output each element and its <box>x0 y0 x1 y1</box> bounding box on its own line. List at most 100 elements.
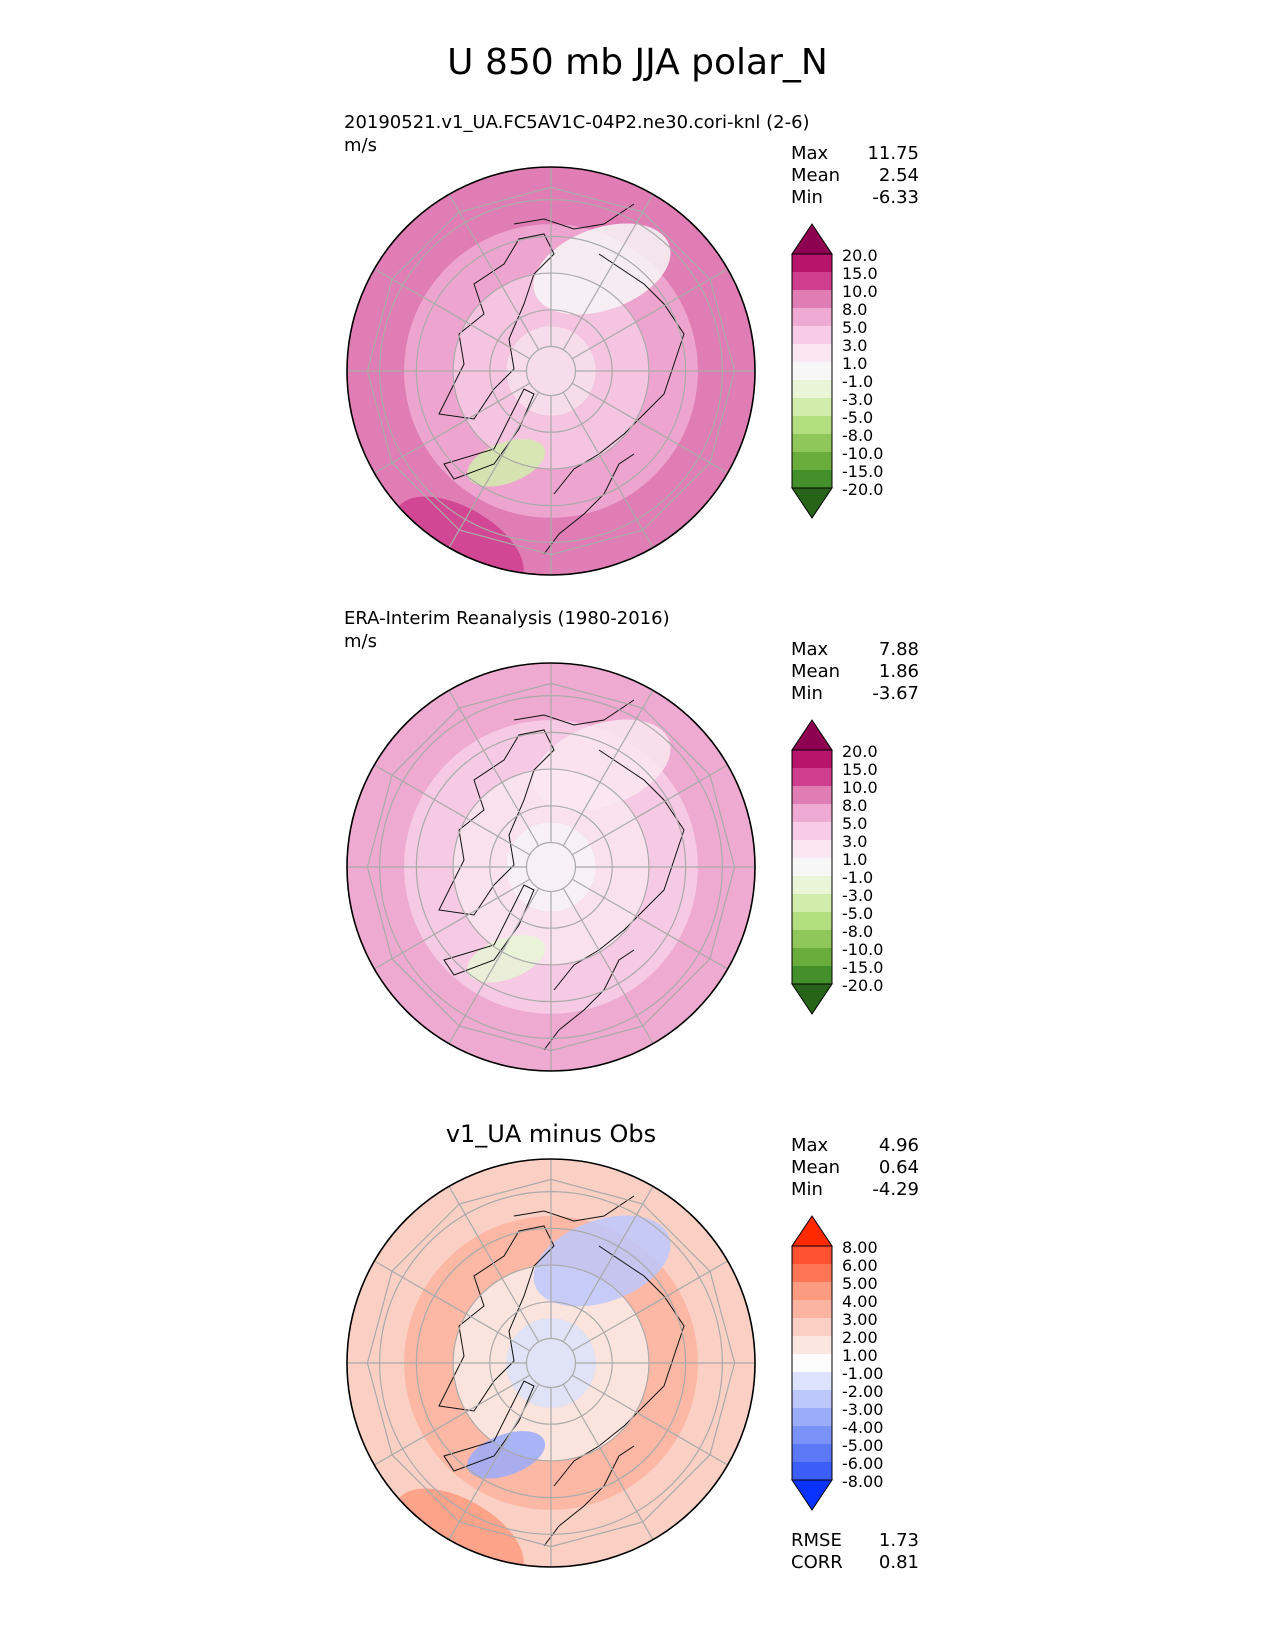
coastline-pacific <box>513 699 635 726</box>
coastline-north-america <box>438 729 555 916</box>
colorbar-extend-bottom <box>791 983 833 1015</box>
panel-1-units: m/s <box>344 135 377 156</box>
colorbar-tick-label: -4.00 <box>842 1418 884 1437</box>
colorbar-tick-label: -3.0 <box>842 390 874 409</box>
colorbar-segment <box>792 1354 832 1372</box>
colorbar-tick-label: 5.00 <box>842 1274 878 1293</box>
field-contour-band <box>506 326 596 416</box>
stat-min: Min -3.67 <box>791 683 919 704</box>
colorbar-tick-label: -20.0 <box>842 976 884 995</box>
coastline-eurasia <box>553 749 685 991</box>
latitude-ring <box>366 1178 736 1548</box>
colorbar-tick-label: 1.0 <box>842 354 868 373</box>
panel-1-heading: 20190521.v1_UA.FC5AV1C-04P2.ne30.cori-kn… <box>344 112 810 133</box>
colorbar-segment <box>792 434 832 452</box>
colorbar-tick-label: -8.0 <box>842 922 874 941</box>
coastlines <box>438 699 685 1051</box>
field-contour-band <box>533 1215 671 1307</box>
colorbar-segment <box>792 822 832 840</box>
colorbar-tick-label: 10.0 <box>842 778 878 797</box>
colorbar-tick-label: -1.00 <box>842 1364 884 1383</box>
meridian-line <box>562 887 654 1044</box>
colorbar-segment <box>792 254 832 272</box>
colorbar-tick-label: -5.0 <box>842 904 874 923</box>
meridian-line <box>374 1374 531 1466</box>
graticule <box>347 167 755 575</box>
colorbar-tick-label: 8.00 <box>842 1238 878 1257</box>
colorbar-segment <box>792 290 832 308</box>
coastline-pacific <box>513 1195 635 1222</box>
colorbar-tick-label: -5.0 <box>842 408 874 427</box>
colorbar-segment <box>792 786 832 804</box>
colorbar-segment <box>792 804 832 822</box>
colorbar-segment <box>792 1372 832 1390</box>
stat-corr: CORR 0.81 <box>791 1552 919 1573</box>
graticule <box>347 1159 755 1567</box>
colorbar-segment <box>792 858 832 876</box>
colorbar-tick-label: 15.0 <box>842 760 878 779</box>
stat-max: Max 7.88 <box>791 639 919 660</box>
latitude-ring <box>366 186 736 556</box>
colorbar-tick-label: -15.0 <box>842 958 884 977</box>
field-contour-band <box>453 273 649 469</box>
graticule <box>347 663 755 1071</box>
colorbar-tick-label: 5.0 <box>842 814 868 833</box>
colorbar-segment <box>792 966 832 984</box>
colorbar-tick-label: -20.0 <box>842 480 884 499</box>
colorbar-segment <box>792 308 832 326</box>
colorbar-segment <box>792 362 832 380</box>
stat-mean: Mean 0.64 <box>791 1157 919 1178</box>
colorbar-segment <box>792 1318 832 1336</box>
colorbar-extend-bottom <box>791 487 833 519</box>
colorbar-segment <box>792 398 832 416</box>
meridian-line <box>448 887 540 1044</box>
colorbar-segment <box>792 1300 832 1318</box>
colorbar-extend-bottom <box>791 1479 833 1511</box>
figure-title: U 850 mb JJA polar_N <box>447 42 828 83</box>
field-contour-band <box>453 769 649 965</box>
colorbar-segment <box>792 930 832 948</box>
colorbar-tick-label: -5.00 <box>842 1436 884 1455</box>
meridian-line <box>562 1186 654 1343</box>
panel-3-heading: v1_UA minus Obs <box>445 1120 657 1148</box>
meridian-line <box>448 194 540 351</box>
meridian-line <box>571 1260 728 1352</box>
coastline-europe <box>543 453 635 555</box>
colorbar-extend-top <box>791 719 833 751</box>
colorbar-frame <box>791 253 833 489</box>
colorbar-segment <box>792 1246 832 1264</box>
colorbar-tick-label: -10.0 <box>842 940 884 959</box>
latitude-ring <box>366 682 736 1052</box>
colorbar-segment <box>792 452 832 470</box>
map-boundary <box>346 166 756 576</box>
colorbar-segment <box>792 1426 832 1444</box>
latitude-circle <box>525 1337 577 1389</box>
panel-2-units: m/s <box>344 631 377 652</box>
meridian-line <box>374 1260 531 1352</box>
panel-3-error-stats: RMSE 1.73 CORR 0.81 <box>791 1530 919 1574</box>
colorbar-tick-label: -6.00 <box>842 1454 884 1473</box>
colorbar-segment <box>792 1282 832 1300</box>
colorbar-tick-label: 2.00 <box>842 1328 878 1347</box>
colorbar-tick-label: 20.0 <box>842 246 878 265</box>
panel-3-colorbar <box>791 1215 833 1511</box>
colorbar-segment <box>792 1264 832 1282</box>
colorbar-frame <box>791 1245 833 1481</box>
stat-mean: Mean 1.86 <box>791 661 919 682</box>
colorbar-segment <box>792 768 832 786</box>
panel-1-stats: Max 11.75 Mean 2.54 Min -6.33 <box>791 143 919 209</box>
colorbar-segment <box>792 272 832 290</box>
colorbar-segment <box>792 894 832 912</box>
meridian-line <box>562 391 654 548</box>
colorbar-segment <box>792 876 832 894</box>
field-layer <box>347 167 755 575</box>
colorbar-tick-label: -10.0 <box>842 444 884 463</box>
map-boundary <box>346 662 756 1072</box>
coastline-europe <box>543 949 635 1051</box>
colorbar-tick-label: 3.0 <box>842 832 868 851</box>
colorbar-tick-label: -3.0 <box>842 886 874 905</box>
meridian-line <box>571 1374 728 1466</box>
colorbar-segment <box>792 750 832 768</box>
field-contour-band <box>506 822 596 912</box>
meridian-line <box>374 764 531 856</box>
